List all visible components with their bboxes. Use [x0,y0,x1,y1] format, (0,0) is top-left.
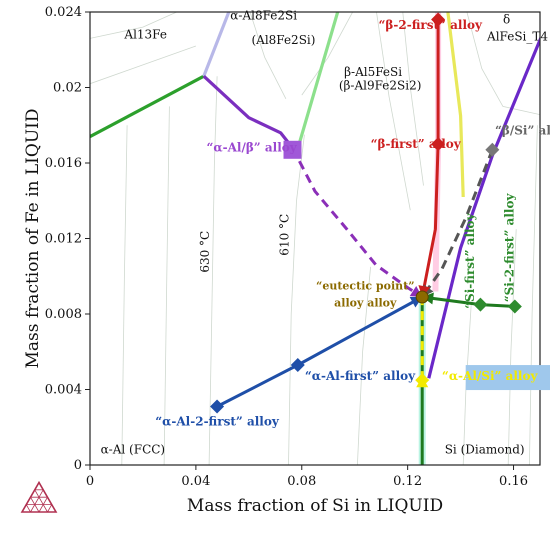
phase-boundary-1 [202,12,231,77]
isotherm-line [90,12,178,39]
alsi-label-background [465,365,550,391]
isotherm-line [90,45,197,85]
x-tick-label: 0.16 [499,474,528,489]
y-tick-label: 0.02 [53,81,82,96]
isotherm-line [301,12,354,96]
alloy-marker-6 [473,297,488,312]
alloy-label: “eutectic point” [316,279,415,292]
x-tick-label: 0.04 [181,474,210,489]
x-tick-label: 0 [86,474,94,489]
phase-boundary-4 [446,12,465,198]
phase-label: β-Al5FeSi [344,65,402,79]
phase-boundary-5 [427,35,540,379]
isotherm-line [208,76,218,465]
alloy-label: “β-first” alloy [371,137,462,151]
alloy-marker-9 [210,399,225,414]
phase-boundary-0 [90,74,205,139]
alloy-marker-1 [431,137,446,152]
y-tick-label: 0.004 [45,383,82,398]
x-axis-label: Mass fraction of Si in LIQUID [187,496,443,516]
alloy-marker-7 [507,299,522,314]
x-tick-label: 0.12 [393,474,422,489]
alloy-marker-eutectic [415,290,429,304]
isotherm-line [357,266,371,465]
isotherm-line [249,12,287,99]
alloy-marker-2 [283,140,302,159]
logo-line [25,504,31,513]
alloy-label: “Si-2-first” alloy [503,193,517,303]
alloy-label: “Si-first” alloy [463,212,477,308]
phase-label: AlFeSi_T4 [486,29,548,43]
isotherm-label: 610 °C [278,214,292,256]
alloy-label: “α-Al/β” alloy [206,141,297,155]
phase-label: (Al8Fe2Si) [251,33,315,47]
alloy-label: “β-2-first” alloy [379,18,484,32]
alloy-marker-3 [485,142,500,157]
phase-label: Si (Diamond) [445,443,525,457]
y-tick-label: 0.024 [45,5,82,20]
isotherm-line [466,12,540,116]
alloy-marker-10 [415,373,430,388]
y-tick-label: 0.008 [45,307,82,322]
isotherm-line [376,12,411,211]
phase-label: α-Al8Fe2Si [230,9,297,23]
logo-line [30,497,40,513]
isotherm-line [121,125,128,465]
y-tick-label: 0 [74,458,82,473]
isotherm-line [507,229,517,465]
phase-label: Al13Fe [123,27,167,41]
phase-boundary-3 [202,75,294,149]
alloy-label: “α-Al-2-first” alloy [155,414,280,428]
logo-line [47,504,53,513]
phase-label: δ [503,12,510,26]
isotherm-label: 630 °C [198,231,212,273]
x-tick-label: 0.08 [287,474,316,489]
plot-area [90,12,540,465]
logo-line [30,489,44,513]
phase-label: α-Al (FCC) [101,443,166,457]
alloy-path-2 [420,19,440,298]
alloy-label: “α-Al-first” alloy [305,369,416,383]
phase-boundary-2 [297,12,340,145]
y-tick-label: 0.016 [45,156,82,171]
alloy-path-3 [216,295,423,408]
logo-line [34,489,48,513]
y-axis-label: Mass fraction of Fe in LIQUID [23,109,43,369]
alloy-marker-8 [290,357,305,372]
isotherm-line [163,106,170,465]
isotherm-line [529,125,538,465]
y-tick-label: 0.012 [45,232,82,247]
alloy-marker-0 [431,12,446,27]
alloy-path-1 [420,149,494,298]
phase-label: (β-Al9Fe2Si2) [339,78,422,92]
alloy-label: “α-Al/Si” alloy [442,369,539,383]
alloy-label: alloy alloy [334,296,397,309]
alloy-label: “β/Si” alloy [495,124,550,138]
thermo-calc-logo [20,480,58,513]
alloy-path-0 [291,147,424,299]
isotherm-line [402,12,424,186]
isotherm-line [288,134,305,465]
